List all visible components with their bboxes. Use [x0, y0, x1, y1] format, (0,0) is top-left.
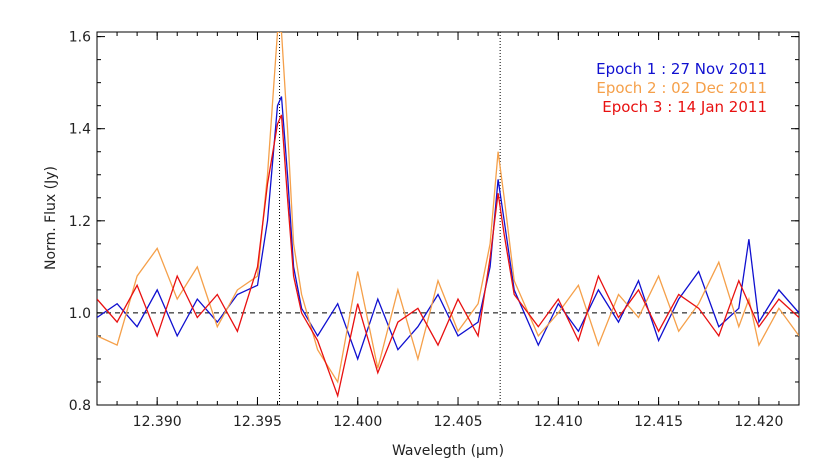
y-tick-label: 1.0 [69, 306, 91, 322]
series-line-epoch-3 [97, 114, 799, 399]
x-tick-label: 12.395 [233, 414, 282, 430]
x-axis-title: Wavelegth (μm) [392, 443, 504, 459]
series-lines [97, 32, 799, 399]
x-tick-label: 12.390 [133, 414, 182, 430]
x-tick-label: 12.400 [333, 414, 382, 430]
y-tick-label: 1.2 [69, 214, 91, 230]
series-line-epoch-2 [97, 32, 799, 384]
reference-lines [97, 32, 799, 405]
series-line-epoch-1 [97, 96, 799, 361]
y-tick-label: 1.4 [69, 122, 91, 138]
legend-entry-epoch-1: Epoch 1 : 27 Nov 2011 [596, 60, 767, 78]
x-tick-label: 12.420 [734, 414, 783, 430]
y-tick-label: 1.6 [69, 30, 91, 46]
axis-tick-labels: 12.390 12.395 12.400 12.405 12.410 12.415 12.4… [69, 30, 784, 430]
axis-ticks [96, 32, 800, 406]
x-tick-label: 12.415 [634, 414, 683, 430]
plot-frame [96, 31, 800, 406]
legend-entry-epoch-2: Epoch 2 : 02 Dec 2011 [596, 79, 767, 97]
x-tick-label: 12.410 [534, 414, 583, 430]
legend-entry-epoch-3: Epoch 3 : 14 Jan 2011 [602, 98, 767, 116]
y-tick-label: 0.8 [69, 398, 91, 414]
y-axis-title: Norm. Flux (Jy) [43, 166, 59, 270]
x-tick-label: 12.405 [434, 414, 483, 430]
